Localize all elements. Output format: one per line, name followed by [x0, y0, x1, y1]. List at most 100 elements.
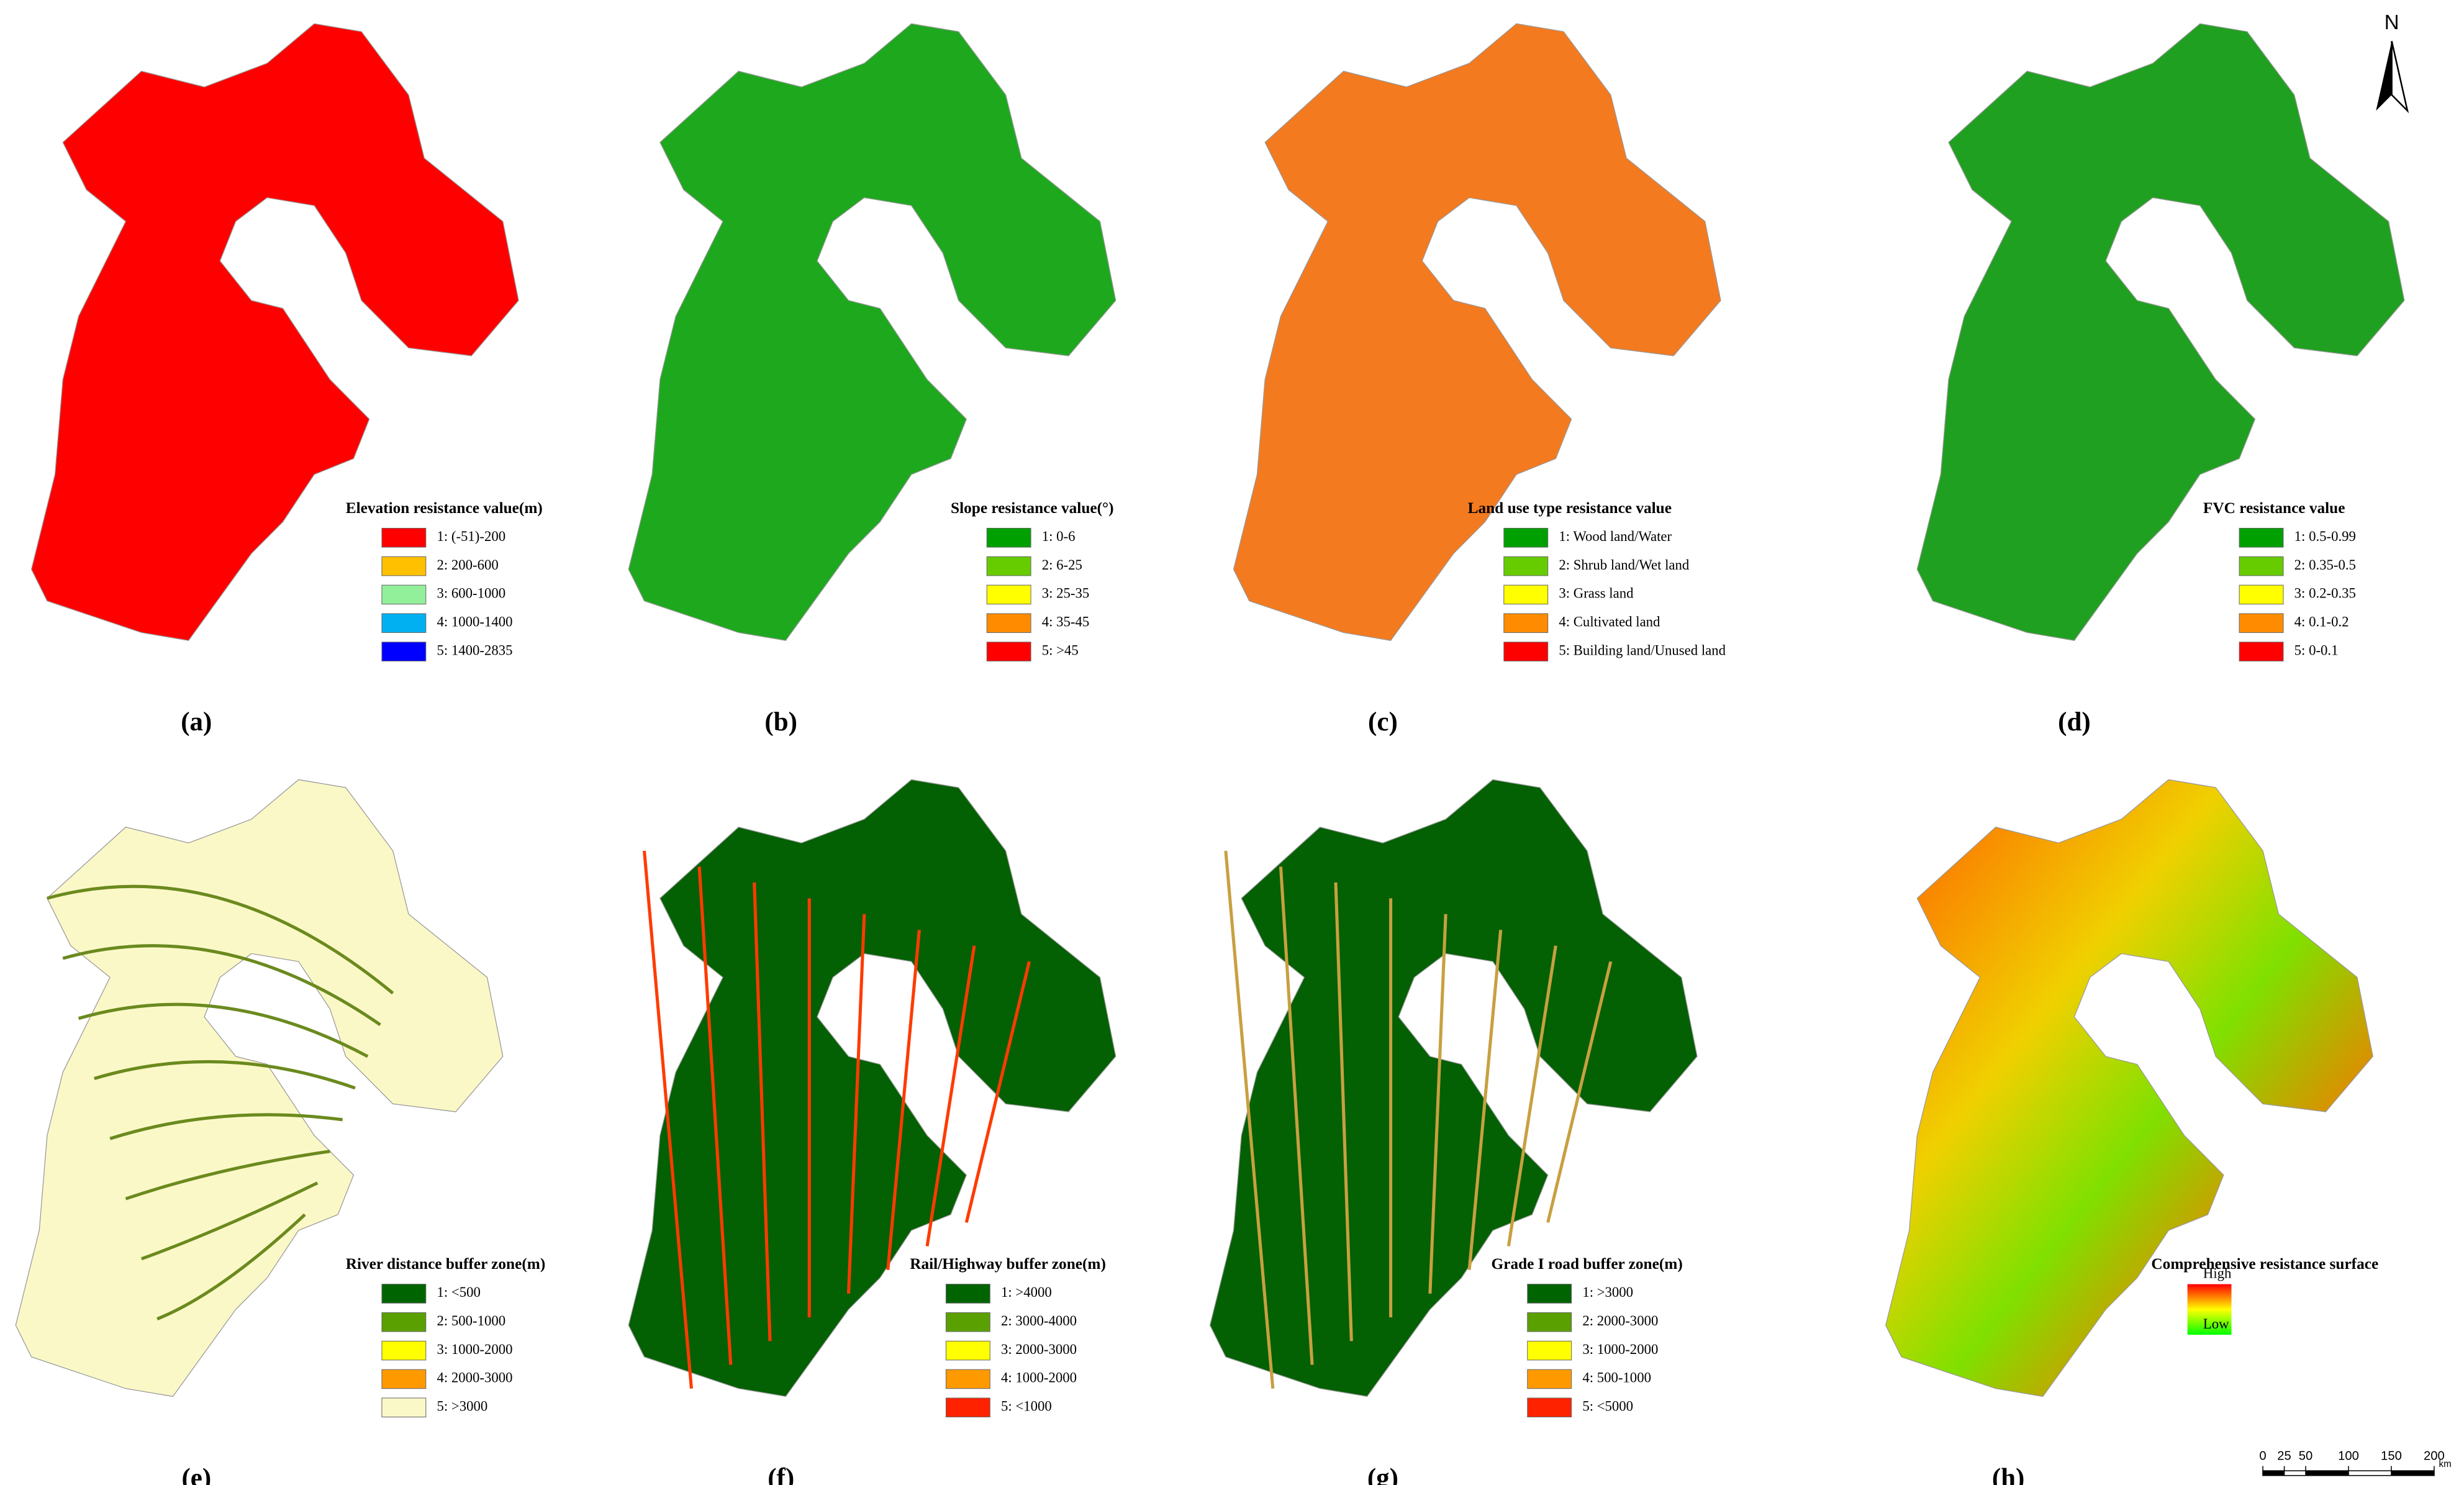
legend-swatch: [1527, 1284, 1572, 1304]
legend-label: 3: 0.2-0.35: [2294, 586, 2356, 601]
gradient-high: High: [2203, 1266, 2232, 1281]
legend-label: 5: 1400-2835: [437, 642, 513, 658]
legend-swatch: [945, 1312, 990, 1332]
road: [925, 945, 976, 1247]
legend-swatch: [2239, 556, 2284, 576]
legend-swatch: [2239, 527, 2284, 548]
legend-label: 1: Wood land/Water: [1559, 529, 1672, 544]
river: [140, 1181, 319, 1261]
legend-swatch: [1503, 527, 1549, 548]
panel-label: (c): [1368, 707, 1398, 737]
legend-swatch: [381, 1284, 427, 1304]
north-label: N: [2385, 11, 2399, 34]
map-panel: [30, 23, 519, 641]
legend-label: 2: 3000-4000: [1001, 1313, 1077, 1328]
region-map: [628, 23, 1116, 641]
legend-label: 3: Grass land: [1559, 586, 1634, 601]
legend-swatch: [381, 642, 427, 661]
legend-swatch: [945, 1369, 990, 1389]
region-map: [1885, 779, 2373, 1397]
legend-label: 2: Shrub land/Wet land: [1559, 557, 1689, 573]
legend-swatch: [986, 556, 1031, 576]
legend-label: 5: 0-0.1: [2294, 642, 2339, 658]
north-arrow: N: [2376, 11, 2409, 114]
road: [847, 914, 866, 1294]
river: [78, 1002, 369, 1058]
legend-title: Grade I road buffer zone(m): [1492, 1255, 1683, 1273]
river: [94, 1060, 356, 1090]
legend-label: 4: 1000-1400: [437, 614, 513, 629]
scale-tick-label: 200: [2424, 1449, 2445, 1463]
scale-tick-label: 50: [2299, 1449, 2313, 1463]
map-panel: [15, 779, 504, 1397]
legend-swatch: [945, 1284, 990, 1304]
legend-label: 4: 0.1-0.2: [2294, 614, 2349, 629]
legend-label: 3: 600-1000: [437, 586, 506, 601]
legend-label: 3: 1000-2000: [1582, 1342, 1658, 1357]
panel-label: (f): [768, 1463, 794, 1485]
legend-label: 1: 0-6: [1042, 529, 1076, 544]
map-panel: [1916, 23, 2405, 641]
road: [753, 882, 772, 1342]
map-panel: [1209, 779, 1698, 1397]
legend-label: 3: 1000-2000: [437, 1342, 513, 1357]
gradient-bar: [2187, 1284, 2232, 1335]
legend-swatch: [2239, 584, 2284, 605]
legend-label: 5: >3000: [437, 1398, 488, 1414]
legend-label: 4: Cultivated land: [1559, 614, 1660, 629]
scale-tick-label: 100: [2338, 1449, 2359, 1463]
river: [62, 944, 381, 1027]
legend-label: 2: 2000-3000: [1582, 1313, 1658, 1328]
scale-segment: [2306, 1471, 2348, 1476]
map-panel: [628, 779, 1116, 1397]
scale-segment: [2263, 1471, 2285, 1476]
legend-swatch: [381, 1397, 427, 1418]
legend-label: 5: >45: [1042, 642, 1079, 658]
legend-label: 4: 1000-2000: [1001, 1370, 1077, 1386]
legend-title: Slope resistance value(°): [951, 499, 1114, 517]
panel-label: (e): [181, 1463, 211, 1485]
legend-swatch: [1503, 584, 1549, 605]
panel-label: (b): [764, 707, 797, 737]
legend-title: Comprehensive resistance surface: [2151, 1255, 2378, 1273]
region-map: [15, 779, 504, 1397]
region-map: [30, 23, 519, 641]
river: [156, 1213, 306, 1320]
legend-label: 5: <1000: [1001, 1398, 1052, 1414]
legend-swatch: [1527, 1397, 1572, 1418]
road: [1224, 850, 1275, 1389]
panel-label: (h): [1992, 1463, 2025, 1485]
scale-tick-label: 25: [2277, 1449, 2291, 1463]
legend-swatch: [986, 527, 1031, 548]
legend-swatch: [945, 1340, 990, 1361]
river: [47, 884, 394, 995]
legend-swatch: [381, 1340, 427, 1361]
legend-label: 2: 6-25: [1042, 557, 1082, 573]
road: [1279, 866, 1314, 1365]
road: [1334, 882, 1353, 1342]
legend-label: 2: 200-600: [437, 557, 499, 573]
legend-label: 4: 500-1000: [1582, 1370, 1651, 1386]
legend-swatch: [381, 1369, 427, 1389]
legend-swatch: [1503, 556, 1549, 576]
road: [643, 850, 693, 1389]
region-map: [1209, 779, 1698, 1397]
legend-swatch: [986, 613, 1031, 634]
river: [125, 1150, 330, 1201]
legend-label: 2: 500-1000: [437, 1313, 506, 1328]
legend-label: 4: 2000-3000: [437, 1370, 513, 1386]
legend-swatch: [986, 642, 1031, 661]
road: [1467, 930, 1503, 1270]
scale-unit: km: [2439, 1459, 2452, 1469]
legend-label: 1: >4000: [1001, 1284, 1052, 1300]
legend-label: 1: >3000: [1582, 1284, 1633, 1300]
legend-title: FVC resistance value: [2203, 499, 2345, 517]
legend-label: 1: 0.5-0.99: [2294, 529, 2356, 544]
legend-title: River distance buffer zone(m): [346, 1255, 546, 1273]
legend-swatch: [1527, 1312, 1572, 1332]
legend-swatch: [1527, 1340, 1572, 1361]
legend-label: 5: <5000: [1582, 1398, 1633, 1414]
legend-label: 3: 25-35: [1042, 586, 1089, 601]
region-map: [1916, 23, 2405, 641]
panel-label: (d): [2058, 707, 2091, 737]
